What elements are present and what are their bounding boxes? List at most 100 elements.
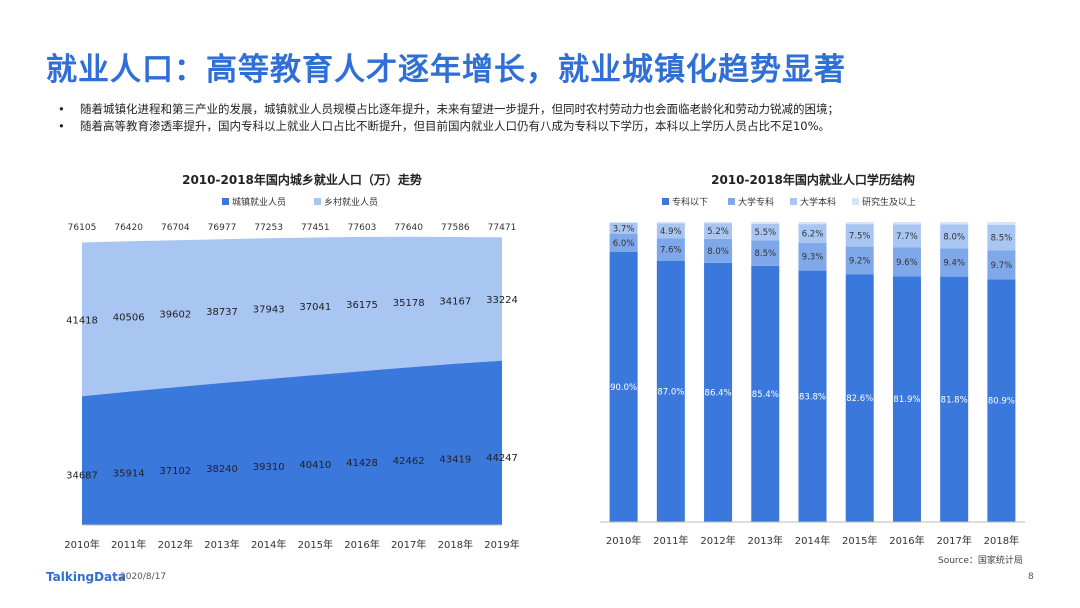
urban-employment-area <box>82 360 502 525</box>
bar-value-label: 9.7% <box>991 261 1013 271</box>
bar-value-label: 9.3% <box>802 253 824 263</box>
bar-value-label: 8.5% <box>991 233 1013 243</box>
bar-value-label: 3.7% <box>613 224 635 234</box>
total-label: 77603 <box>348 223 377 233</box>
bullet-list: • 随着城镇化进程和第三产业的发展，城镇就业人员规模占比逐年提升，未来有望进一步… <box>58 101 1058 135</box>
page-title: 就业人口：高等教育人才逐年增长，就业城镇化趋势显著 <box>46 52 846 88</box>
bar-value-label: 83.8% <box>799 392 826 402</box>
total-label: 76420 <box>114 223 143 233</box>
bar-segment <box>704 223 733 239</box>
x-tick-label: 2016年 <box>344 538 379 551</box>
bar-segment <box>987 279 1016 522</box>
bar-segment <box>845 246 874 275</box>
bar-value-label: 6.0% <box>613 239 635 249</box>
bar-segment <box>798 222 827 225</box>
talkingdata-logo: TalkingData <box>46 570 126 584</box>
x-tick-label: 2014年 <box>251 538 286 551</box>
bar-segment <box>892 276 921 522</box>
urban-value-label: 35914 <box>113 468 145 479</box>
x-tick-label: 2011年 <box>111 538 146 551</box>
bar-value-label: 7.6% <box>660 246 682 256</box>
bar-value-label: 82.6% <box>846 394 873 404</box>
urban-value-label: 34687 <box>66 471 98 482</box>
bar-segment <box>704 222 733 224</box>
urban-value-label: 43419 <box>439 454 471 465</box>
bar-value-label: 8.0% <box>707 247 729 257</box>
bar-value-label: 9.2% <box>849 256 871 266</box>
bar-segment <box>987 224 1016 251</box>
urban-value-label: 44247 <box>486 453 518 464</box>
bar-value-label: 7.5% <box>849 231 871 241</box>
rural-value-label: 38737 <box>206 307 238 318</box>
bar-segment <box>751 265 780 522</box>
bar-segment <box>892 222 921 225</box>
x-tick-label: 2017年 <box>391 538 426 551</box>
bar-segment <box>845 274 874 522</box>
urban-value-label: 37102 <box>159 466 191 477</box>
bullet-dot: • <box>58 102 65 116</box>
total-label: 77451 <box>301 223 330 233</box>
bar-value-label: 5.5% <box>754 228 776 238</box>
legend-swatch <box>852 198 859 205</box>
legend-label: 城镇就业人员 <box>232 196 286 208</box>
bar-segment <box>656 238 685 261</box>
rural-value-label: 35178 <box>393 298 425 309</box>
x-tick-label: 2018年 <box>438 538 473 551</box>
bar-value-label: 90.0% <box>610 383 637 393</box>
chart-title: 2010-2018年国内城乡就业人口（万）走势 <box>182 172 422 187</box>
rural-value-label: 33224 <box>486 295 518 306</box>
bar-segment <box>940 224 969 249</box>
urban-value-label: 41428 <box>346 458 378 469</box>
bar-value-label: 6.2% <box>802 229 824 239</box>
bullet-text: 随着城镇化进程和第三产业的发展，城镇就业人员规模占比逐年提升，未来有望进一步提升… <box>80 102 839 116</box>
bar-segment <box>798 242 827 271</box>
legend-label: 大学本科 <box>800 196 836 208</box>
bar-value-label: 85.4% <box>752 390 779 400</box>
bar-value-label: 5.2% <box>707 227 729 237</box>
bar-value-label: 86.4% <box>705 388 732 398</box>
x-tick-label: 2013年 <box>204 538 239 551</box>
legend-label: 大学专科 <box>738 196 774 208</box>
urban-value-label: 39310 <box>253 462 285 473</box>
urban-value-label: 42462 <box>393 456 425 467</box>
bar-segment <box>940 276 969 522</box>
bar-segment <box>940 222 969 225</box>
bar-segment <box>845 224 874 247</box>
bar-segment <box>656 261 685 522</box>
rural-employment-area <box>82 236 502 397</box>
legend-label: 研究生及以上 <box>862 196 916 208</box>
x-tick-label: 2018年 <box>984 534 1019 547</box>
bar-value-label: 9.6% <box>896 258 918 268</box>
total-label: 77471 <box>488 223 517 233</box>
bar-segment <box>987 222 1016 225</box>
urban-value-label: 38240 <box>206 464 238 475</box>
rural-value-label: 37041 <box>299 302 331 313</box>
total-label: 77640 <box>394 223 423 233</box>
total-label: 76105 <box>68 223 97 233</box>
bar-segment <box>845 222 874 225</box>
bar-segment <box>656 223 685 239</box>
x-tick-label: 2016年 <box>889 534 924 547</box>
bar-segment <box>751 240 780 266</box>
legend-label: 乡村就业人员 <box>324 196 378 208</box>
legend-swatch <box>222 198 229 205</box>
bullet-item: • 随着城镇化进程和第三产业的发展，城镇就业人员规模占比逐年提升，未来有望进一步… <box>58 101 1058 118</box>
bar-value-label: 81.9% <box>893 395 920 405</box>
x-tick-label: 2019年 <box>484 538 519 551</box>
legend-swatch <box>314 198 321 205</box>
bar-value-label: 8.5% <box>754 249 776 259</box>
total-label: 76704 <box>161 223 190 233</box>
bullet-text: 随着高等教育渗透率提升，国内专科以上就业人口占比不断提升，但目前国内就业人口仍有… <box>80 119 831 133</box>
bar-segment <box>704 238 733 263</box>
bar-segment <box>798 224 827 243</box>
rural-value-label: 40506 <box>113 312 145 323</box>
x-tick-label: 2012年 <box>158 538 193 551</box>
x-tick-label: 2011年 <box>653 534 688 547</box>
bar-segment <box>892 224 921 248</box>
page-number: 8 <box>1028 572 1034 582</box>
x-tick-label: 2012年 <box>700 534 735 547</box>
total-label: 77586 <box>441 223 470 233</box>
bar-segment <box>751 223 780 241</box>
bar-segment <box>609 252 638 522</box>
